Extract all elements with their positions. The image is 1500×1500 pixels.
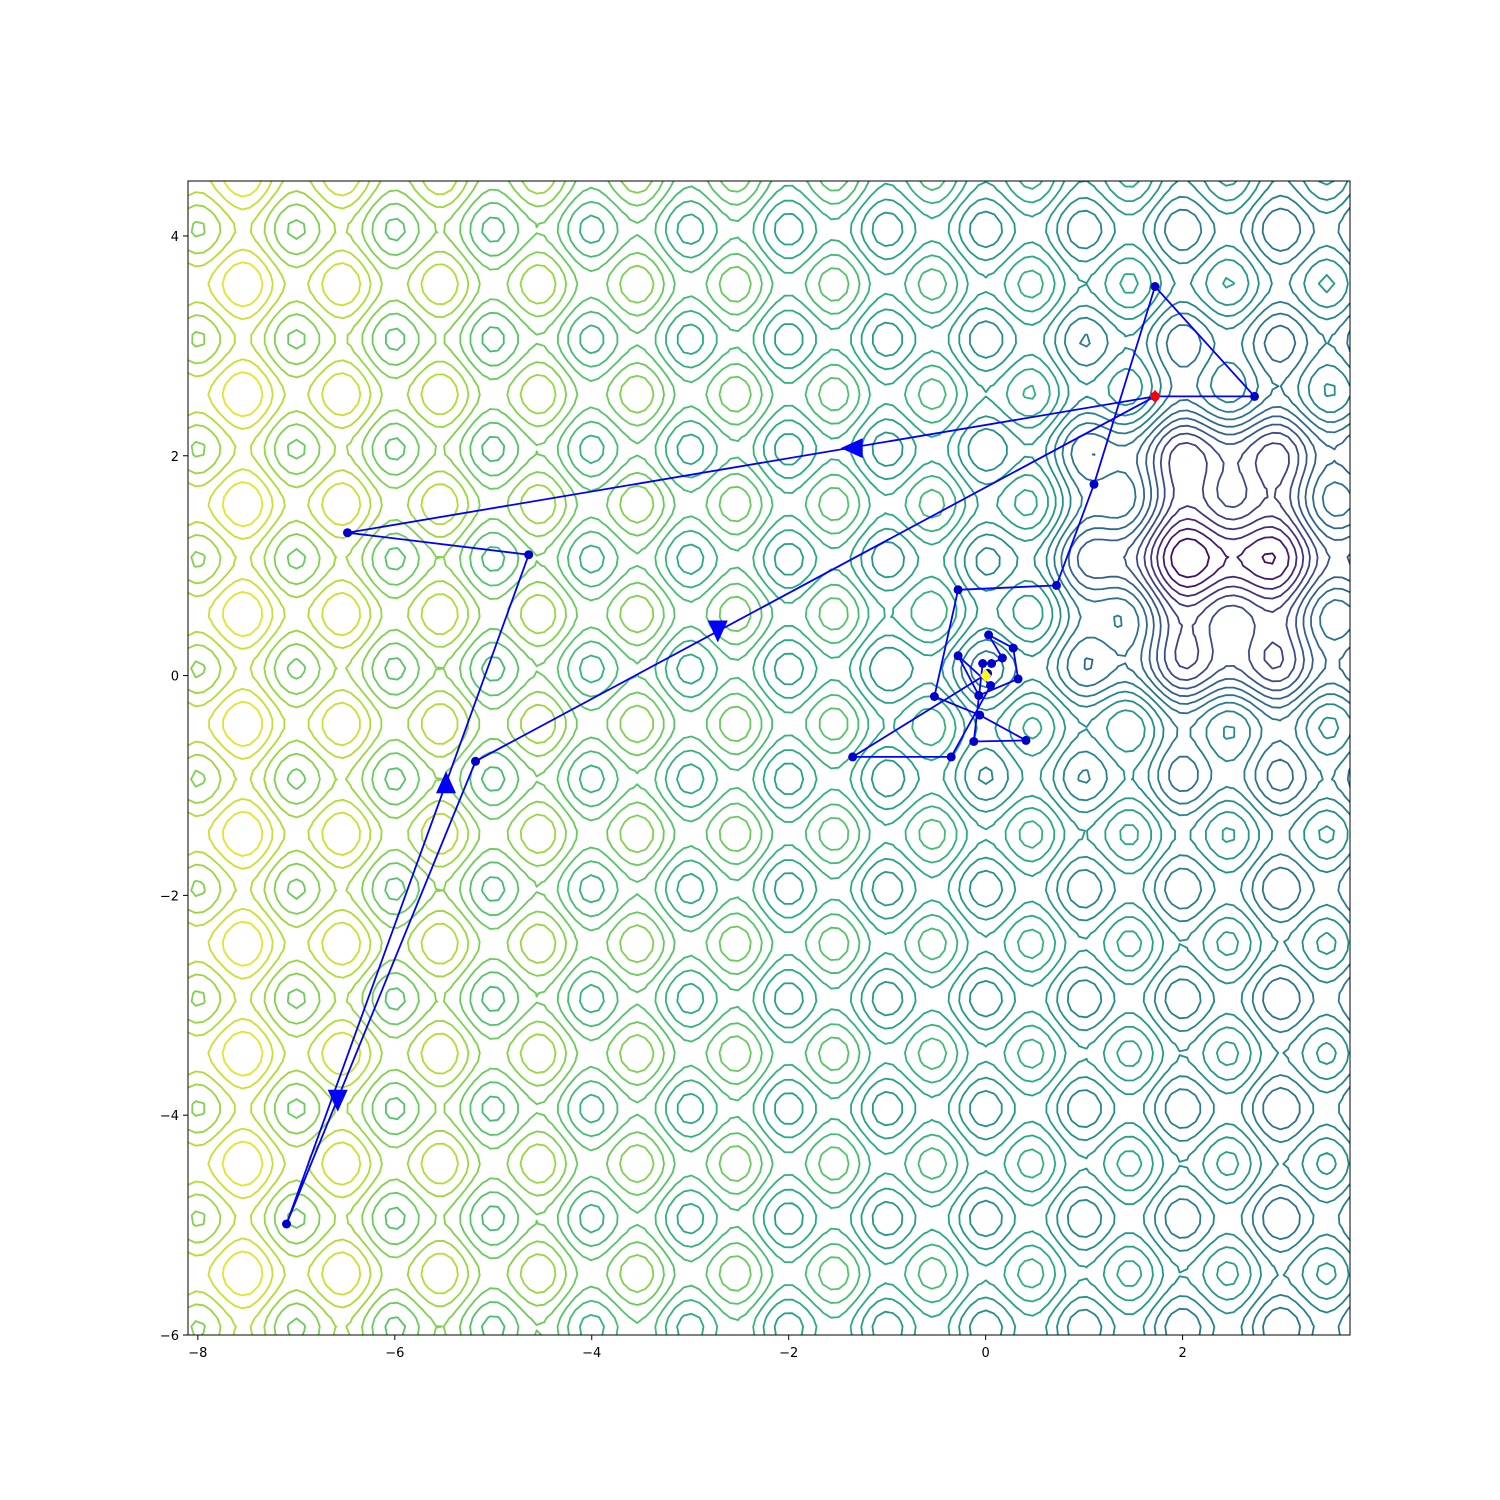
path-1-point-16 [1013, 674, 1023, 684]
x-tick-label: 0 [982, 1346, 990, 1361]
contour-level-13 [951, 181, 1350, 1335]
path-1-point-2 [1250, 391, 1259, 401]
path-markers [327, 389, 1161, 1112]
contour-level-9 [1067, 324, 1350, 792]
plot-frame [187, 180, 1351, 1336]
contour-level-7 [1123, 423, 1350, 692]
path-1-point-13 [997, 653, 1007, 663]
contour-level-15 [773, 181, 1240, 1335]
path-2-point-5 [471, 756, 480, 766]
x-tick-label: −2 [779, 1346, 798, 1361]
path-1-point-17 [974, 690, 984, 700]
y-tick-label: −4 [160, 1109, 179, 1124]
x-tick-label: −8 [188, 1346, 207, 1361]
x-axis: −8 −6 −4 −2 0 2 [188, 1335, 1187, 1361]
contour-lines [188, 181, 1350, 1335]
path-line-2 [285, 395, 1156, 1225]
path-1-point-12 [987, 659, 997, 668]
path-1-point-8 [975, 710, 985, 720]
contour-level-20 [286, 181, 752, 1335]
optimum-marker [980, 669, 992, 683]
contour-level-1 [1170, 537, 1277, 579]
contour-level-18 [481, 181, 948, 1335]
path-1-point-10 [969, 737, 979, 746]
x-tick-label: −4 [582, 1346, 601, 1361]
contour-level-8 [1076, 415, 1350, 700]
path-1-point-4 [1089, 479, 1099, 489]
contour-level-21 [190, 181, 655, 1335]
optimization-paths [282, 282, 1259, 1229]
contour-level-12 [960, 181, 1350, 1335]
start-marker [1149, 389, 1161, 403]
x-tick-label: 2 [1178, 1346, 1186, 1361]
y-tick-label: −6 [160, 1329, 179, 1344]
path-1-point-18 [953, 651, 963, 661]
path-2-point-2 [343, 528, 352, 538]
direction-arrow-3 [436, 771, 456, 794]
path-1-point-15 [1008, 643, 1018, 653]
path-2-point-4 [282, 1219, 291, 1229]
contour-level-5 [1143, 441, 1311, 670]
contour-level-23 [188, 181, 459, 1335]
contour-level-11 [969, 194, 1350, 1335]
path-1-point-7 [929, 692, 939, 701]
y-tick-label: −2 [160, 889, 179, 904]
path-1-point-6 [953, 585, 963, 595]
contour-level-3 [1156, 517, 1298, 597]
contour-level-22 [188, 181, 557, 1335]
path-2-point-3 [524, 550, 534, 560]
direction-arrow-4 [327, 1089, 348, 1112]
path-1-point-21 [848, 752, 858, 762]
contour-level-10 [1060, 207, 1350, 1335]
path-1-point-20 [946, 752, 956, 762]
path-1-point-5 [1052, 580, 1061, 590]
path-1-point-14 [984, 630, 994, 640]
x-tick-label: −6 [385, 1346, 404, 1361]
contour-level-6 [1135, 431, 1319, 683]
direction-arrow-1 [840, 438, 863, 459]
path-1-point-19 [986, 681, 996, 690]
contour-level-24 [207, 181, 362, 1310]
contour-level-2 [1162, 527, 1290, 588]
contour-level-14 [868, 181, 1337, 1335]
contour-level-4 [1150, 505, 1305, 608]
contour-level-25 [221, 181, 264, 1297]
contour-level-16 [676, 181, 1143, 1335]
path-1-point-9 [1021, 735, 1031, 745]
direction-arrow-2 [707, 620, 728, 643]
contour-level-17 [578, 181, 1045, 1335]
y-tick-label: 0 [171, 670, 179, 685]
y-tick-label: 4 [171, 230, 179, 245]
path-1-point-11 [978, 659, 988, 668]
path-1-point-3 [1150, 282, 1160, 291]
y-axis: −6 −4 −2 0 2 4 [160, 230, 188, 1344]
y-tick-label: 2 [171, 450, 179, 465]
